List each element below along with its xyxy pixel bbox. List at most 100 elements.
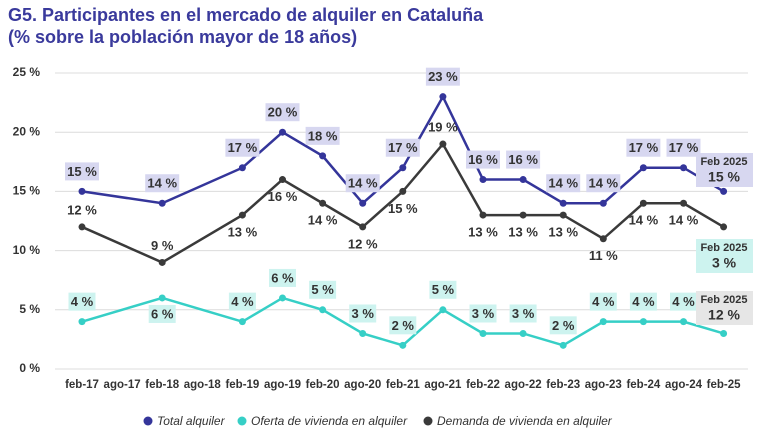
end-label-bg (696, 291, 753, 325)
x-tick-label: feb-19 (225, 379, 259, 391)
value-label: 4 % (672, 294, 695, 309)
value-label-bg (345, 174, 380, 193)
value-label: 2 % (552, 318, 575, 333)
x-tick-label: ago-18 (184, 379, 222, 391)
x-tick-label: feb-25 (707, 379, 741, 391)
point (399, 164, 407, 172)
point (599, 318, 607, 326)
value-label-bg (666, 138, 701, 157)
value-label: 4 % (231, 294, 254, 309)
value-label-bg (148, 304, 176, 323)
point (78, 318, 86, 326)
point (279, 176, 286, 184)
x-tick-label: ago-21 (424, 379, 462, 391)
value-label: 17 % (388, 140, 418, 155)
value-label-bg (670, 292, 697, 311)
value-label: 23 % (428, 69, 458, 84)
value-label: 3 % (512, 306, 535, 321)
value-label-bg (309, 280, 337, 299)
x-tick-label: ago-17 (104, 379, 141, 391)
value-label: 15 % (67, 164, 97, 179)
x-tick-label: feb-22 (466, 379, 500, 391)
value-label: 5 % (311, 282, 334, 297)
legend-marker (423, 416, 433, 426)
point (359, 199, 367, 207)
value-label: 4 % (592, 294, 615, 309)
point (238, 318, 246, 326)
point (680, 164, 687, 172)
value-label-bg (589, 292, 617, 311)
value-label: 13 % (228, 225, 258, 240)
x-tick-label: feb-24 (626, 379, 660, 391)
point (720, 223, 728, 231)
point (439, 93, 447, 101)
value-label-bg (429, 280, 457, 299)
point (439, 306, 447, 314)
point (158, 294, 166, 302)
value-label: 18 % (308, 128, 338, 143)
end-label: Feb 2025 (700, 294, 747, 306)
point (359, 329, 367, 337)
end-value-label: 12 % (708, 307, 740, 323)
value-label-bg (225, 138, 260, 157)
value-label: 12 % (67, 202, 97, 217)
x-tick-label: ago-19 (264, 379, 301, 391)
point (559, 341, 567, 349)
x-tick-label: feb-21 (386, 379, 420, 391)
value-label: 13 % (468, 225, 498, 240)
point (720, 187, 728, 195)
legend-marker (143, 416, 153, 426)
value-label-bg (305, 126, 340, 145)
point (399, 341, 407, 349)
y-tick-label: 10 % (13, 243, 41, 257)
value-label: 15 % (388, 201, 418, 216)
point (158, 258, 166, 266)
value-label: 4 % (632, 294, 655, 309)
value-label: 14 % (147, 176, 177, 191)
point (279, 128, 286, 136)
value-label: 17 % (629, 140, 659, 155)
point (519, 211, 527, 219)
y-tick-label: 25 % (13, 65, 41, 79)
point (559, 211, 567, 219)
value-label-bg (269, 268, 296, 287)
value-label: 16 % (468, 152, 498, 167)
value-label: 6 % (271, 270, 294, 285)
x-tick-label: feb-18 (145, 379, 179, 391)
value-label: 20 % (268, 105, 298, 120)
value-label-bg (389, 316, 417, 335)
y-tick-label: 0 % (19, 361, 40, 375)
value-label-bg (228, 292, 256, 311)
value-label-bg (506, 150, 541, 169)
point (319, 199, 327, 207)
x-tick-label: feb-17 (65, 379, 99, 391)
value-label: 11 % (589, 248, 618, 263)
point (78, 187, 86, 195)
chart-title: G5. Participantes en el mercado de alqui… (8, 5, 484, 25)
point (519, 329, 527, 337)
end-value-label: 3 % (712, 255, 737, 271)
value-label: 14 % (669, 213, 699, 228)
point (238, 211, 246, 219)
value-label-bg (546, 174, 581, 193)
x-tick-label: ago-20 (344, 379, 381, 391)
x-tick-label: feb-23 (546, 379, 580, 391)
value-label-bg (626, 138, 661, 157)
point (519, 176, 527, 184)
value-label-bg (68, 292, 96, 311)
value-label: 5 % (432, 282, 455, 297)
point (319, 152, 327, 160)
point (479, 176, 487, 184)
legend-label: Total alquiler (157, 414, 226, 428)
value-label: 16 % (508, 152, 538, 167)
value-label: 16 % (268, 189, 298, 204)
value-label-bg (349, 304, 377, 323)
value-label: 2 % (392, 318, 415, 333)
point (359, 223, 367, 231)
value-label: 14 % (588, 176, 618, 191)
point (559, 199, 567, 207)
value-label: 4 % (71, 294, 94, 309)
value-label-bg (466, 150, 500, 169)
value-label: 14 % (548, 176, 578, 191)
